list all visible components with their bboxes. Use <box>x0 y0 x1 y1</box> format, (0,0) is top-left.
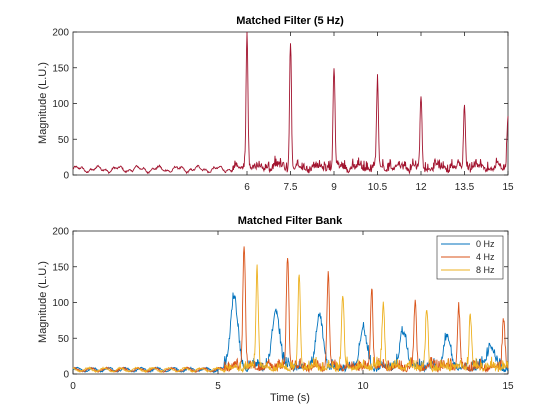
bottom-chart-title: Matched Filter Bank <box>238 215 343 227</box>
legend-label-0hz: 0 Hz <box>476 239 495 249</box>
y-tick-label: 150 <box>52 63 69 74</box>
bottom-axes: Matched Filter Bank Magnitude (L.U.) Tim… <box>37 215 514 404</box>
x-tick-label: 12 <box>415 182 427 193</box>
x-tick-label: 6 <box>244 182 250 193</box>
series-line-0 <box>72 31 509 175</box>
x-tick-label: 9 <box>331 182 337 193</box>
x-tick-label: 10.5 <box>368 182 388 193</box>
y-tick-label: 50 <box>58 334 70 345</box>
legend-label-8hz: 8 Hz <box>476 265 495 275</box>
bottom-plot-area <box>72 230 509 375</box>
bottom-y-axis-label: Magnitude (L.U.) <box>37 261 49 343</box>
legend-label-4hz: 4 Hz <box>476 252 495 262</box>
y-tick-label: 100 <box>52 298 69 309</box>
x-tick-label: 15 <box>502 381 514 392</box>
bottom-x-axis-label: Time (s) <box>270 392 310 404</box>
top-y-axis-label: Magnitude (L.U.) <box>37 62 49 144</box>
top-axes: Matched Filter (5 Hz) Magnitude (L.U.) 6… <box>37 15 514 193</box>
top-series-lines <box>72 31 509 175</box>
y-tick-label: 150 <box>52 262 69 273</box>
x-tick-label: 13.5 <box>455 182 475 193</box>
y-tick-label: 0 <box>63 171 69 182</box>
x-tick-label: 10 <box>357 381 369 392</box>
y-tick-label: 0 <box>63 370 69 381</box>
y-tick-label: 200 <box>52 28 69 39</box>
top-plot-area <box>72 31 509 176</box>
x-tick-label: 0 <box>70 381 76 392</box>
series-line-8hz <box>72 264 509 374</box>
y-tick-label: 100 <box>52 99 69 110</box>
x-tick-label: 15 <box>502 182 514 193</box>
y-tick-label: 200 <box>52 227 69 238</box>
x-tick-label: 7.5 <box>284 182 298 193</box>
x-tick-label: 5 <box>215 381 221 392</box>
top-chart-title: Matched Filter (5 Hz) <box>236 15 344 27</box>
legend: 0 Hz 4 Hz 8 Hz <box>436 235 504 280</box>
y-tick-label: 50 <box>58 135 70 146</box>
bottom-series-lines <box>72 246 509 374</box>
